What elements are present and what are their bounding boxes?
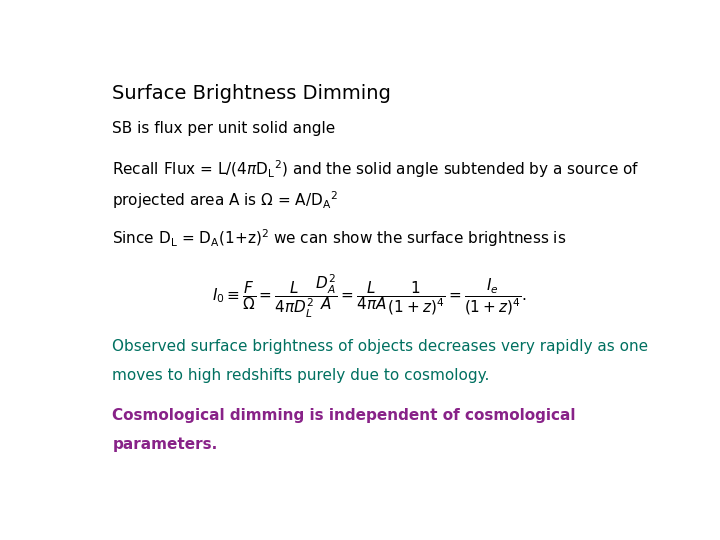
Text: Surface Brightness Dimming: Surface Brightness Dimming — [112, 84, 391, 103]
Text: moves to high redshifts purely due to cosmology.: moves to high redshifts purely due to co… — [112, 368, 490, 383]
Text: parameters.: parameters. — [112, 437, 217, 452]
Text: Observed surface brightness of objects decreases very rapidly as one: Observed surface brightness of objects d… — [112, 339, 649, 354]
Text: Since D$_\mathregular{L}$ = D$_\mathregular{A}$(1+z)$^2$ we can show the surface: Since D$_\mathregular{L}$ = D$_\mathregu… — [112, 227, 567, 248]
Text: Recall Flux = L/(4$\pi$D$_\mathregular{L}$$^2$) and the solid angle subtended by: Recall Flux = L/(4$\pi$D$_\mathregular{L… — [112, 158, 640, 180]
Text: Cosmological dimming is independent of cosmological: Cosmological dimming is independent of c… — [112, 408, 576, 423]
Text: projected area A is $\Omega$ = A/D$_\mathregular{A}$$^2$: projected area A is $\Omega$ = A/D$_\mat… — [112, 190, 338, 211]
Text: $I_0 \equiv \dfrac{F}{\Omega} = \dfrac{L}{4\pi D_L^2} \dfrac{D_A^2}{A} = \dfrac{: $I_0 \equiv \dfrac{F}{\Omega} = \dfrac{L… — [212, 273, 526, 320]
Text: SB is flux per unit solid angle: SB is flux per unit solid angle — [112, 121, 336, 136]
